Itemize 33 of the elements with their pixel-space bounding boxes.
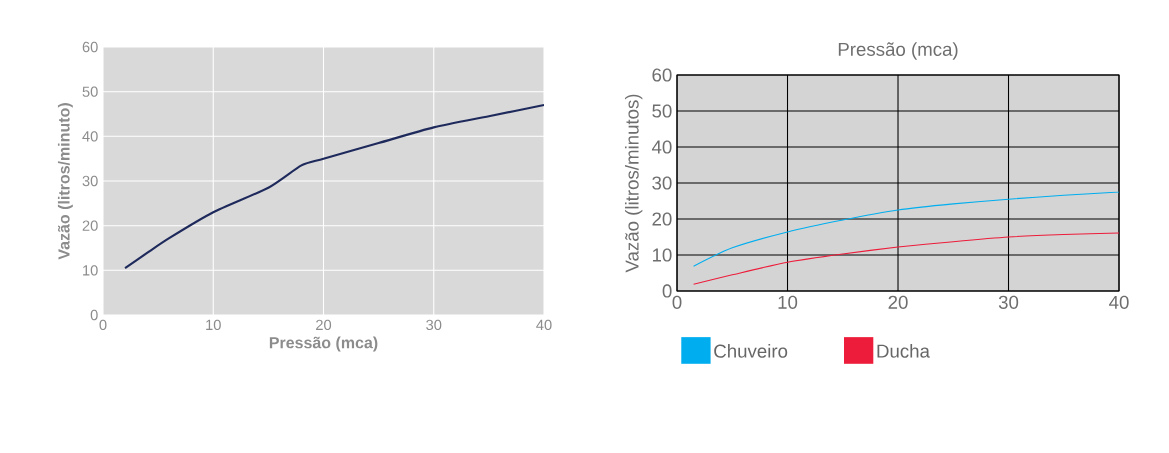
legend-label: Ducha — [877, 344, 930, 358]
x-axis-title: Pressão (mca) — [838, 42, 958, 60]
y-tick-label: 50 — [82, 86, 98, 97]
x-tick-label: 10 — [778, 295, 798, 309]
x-tick-label: 20 — [888, 295, 908, 309]
y-tick-label: 20 — [82, 220, 98, 231]
y-tick-label: 40 — [82, 131, 98, 142]
y-tick-label: 0 — [662, 284, 672, 298]
line-series — [693, 232, 1120, 285]
y-tick-label: 60 — [652, 68, 672, 82]
y-tick-label: 50 — [652, 104, 672, 118]
y-tick-label: 20 — [652, 212, 672, 226]
y-axis-title: Vazão (litros/minuto) — [57, 103, 73, 260]
x-tick-label: 0 — [672, 295, 682, 309]
y-tick-label: 10 — [652, 248, 672, 262]
y-axis-title: Vazão (litros/minutos) — [624, 94, 643, 273]
x-tick-label: 30 — [426, 319, 442, 331]
line-series — [123, 104, 545, 270]
x-tick-label: 20 — [316, 319, 332, 331]
line-series — [693, 191, 1120, 267]
y-tick-label: 30 — [82, 175, 98, 187]
y-tick-label: 10 — [83, 265, 98, 276]
x-axis-title: Pressão (mca) — [269, 336, 378, 352]
legend-label: Chuveiro — [714, 344, 788, 358]
x-tick-label: 10 — [206, 319, 221, 331]
y-tick-label: 40 — [651, 140, 672, 154]
x-tick-label: 0 — [99, 319, 107, 331]
x-tick-label: 30 — [998, 295, 1019, 309]
y-tick-label: 30 — [652, 176, 672, 190]
y-tick-label: 60 — [82, 41, 98, 53]
x-tick-label: 40 — [1109, 295, 1129, 309]
x-tick-label: 40 — [536, 319, 552, 331]
y-tick-label: 0 — [90, 309, 98, 321]
